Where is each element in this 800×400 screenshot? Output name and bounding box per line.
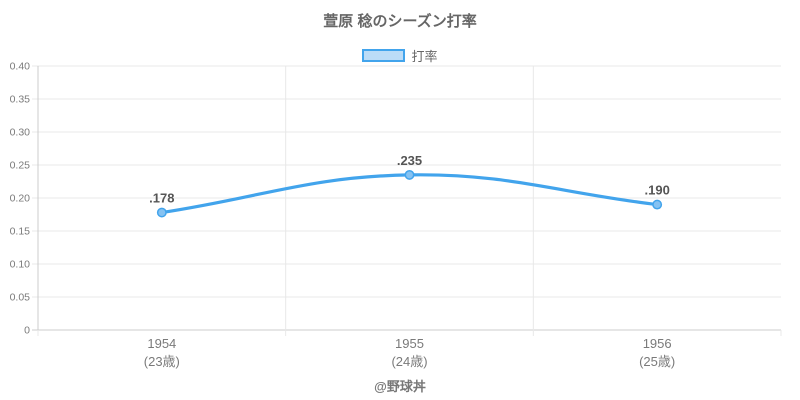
- legend-swatch-icon: [362, 49, 406, 62]
- data-point[interactable]: [404, 169, 415, 180]
- x-tick-label-age: (25歳): [639, 354, 675, 369]
- x-tick-label-year: 1955: [395, 336, 424, 351]
- legend: 打率: [0, 46, 800, 65]
- legend-label: 打率: [411, 49, 438, 64]
- x-tick-label-year: 1956: [643, 336, 672, 351]
- y-tick-label: 0.20: [10, 193, 31, 205]
- x-tick-label-age: (24歳): [391, 354, 427, 369]
- attribution: @野球丼: [374, 379, 426, 394]
- y-tick-label: 0.35: [10, 94, 31, 106]
- legend-item-batting-average[interactable]: 打率: [362, 46, 438, 65]
- chart-title: 萱原 稔のシーズン打率: [323, 13, 477, 30]
- series-line-batting-average: [160, 173, 659, 215]
- data-point-label: .178: [149, 191, 174, 206]
- x-tick-label-year: 1954: [147, 336, 176, 351]
- x-tick-label-age: (23歳): [144, 354, 180, 369]
- y-tick-label: 0.15: [10, 226, 31, 238]
- y-tick-label: 0.40: [10, 61, 31, 73]
- data-point[interactable]: [156, 207, 167, 218]
- data-point[interactable]: [652, 199, 663, 210]
- y-tick-label: 0.25: [10, 160, 31, 172]
- y-tick-label: 0.05: [10, 292, 31, 304]
- y-tick-label: 0.10: [10, 259, 31, 271]
- data-point-label: .190: [645, 183, 670, 198]
- y-tick-label: 0: [24, 325, 30, 337]
- data-point-label: .235: [397, 153, 422, 168]
- y-tick-label: 0.30: [10, 127, 31, 139]
